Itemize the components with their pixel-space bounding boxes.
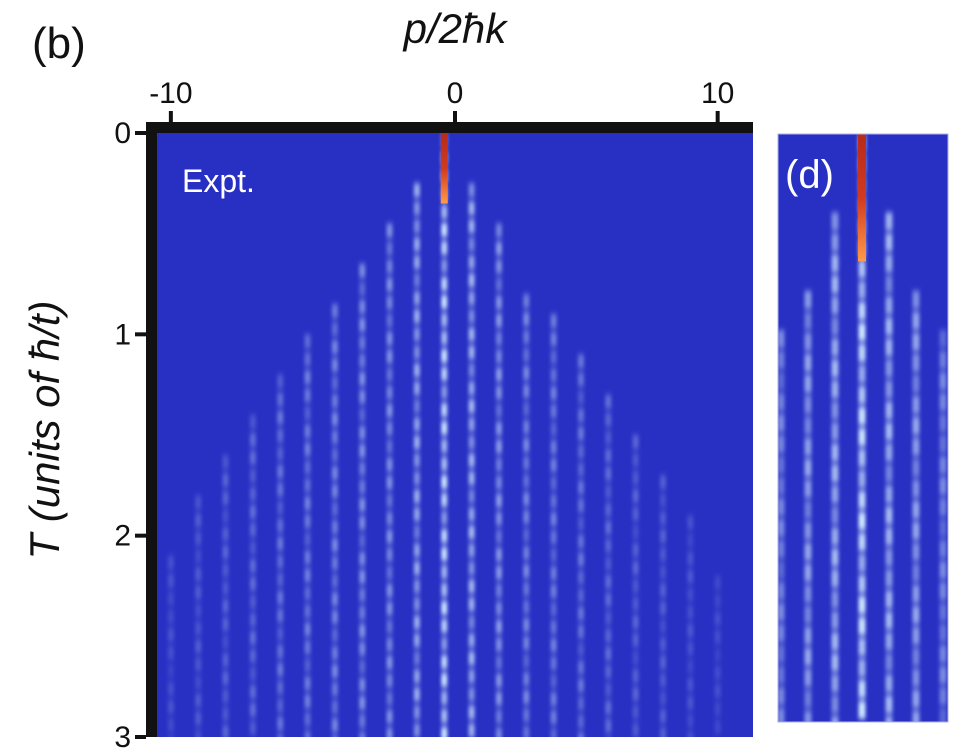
streak-p4 — [550, 314, 557, 737]
panel-d-label: (d) — [785, 153, 834, 197]
inset-streak-p-1 — [831, 212, 839, 722]
streak-p-10 — [167, 555, 174, 737]
streak-p8 — [659, 475, 666, 737]
streak-p7 — [632, 435, 639, 737]
expt-label: Expt. — [182, 163, 255, 199]
streak-p3 — [523, 294, 530, 737]
streak-p-4 — [331, 304, 338, 737]
inset-streak-p-3 — [778, 330, 785, 722]
streak-p6 — [605, 394, 612, 737]
x-tick-label: -10 — [149, 77, 192, 110]
y-axis-spine — [146, 122, 157, 737]
axes: -10 0 10 0 1 2 3 — [114, 77, 949, 750]
streak-p-9 — [195, 495, 202, 737]
streak-p-8 — [222, 455, 229, 737]
x-tick-label: 10 — [701, 77, 734, 110]
y-tick-label: 0 — [114, 117, 131, 150]
streak-p-2 — [386, 223, 393, 737]
inset-streak-p3 — [939, 330, 947, 722]
y-tick-label: 2 — [114, 520, 131, 553]
x-tick-label: 0 — [447, 77, 464, 110]
x-axis-spine — [146, 122, 753, 133]
inset-streak-p0 — [858, 134, 866, 719]
streak-p5 — [577, 354, 584, 737]
streak-p9 — [687, 515, 694, 737]
inset-streak-p1 — [885, 212, 893, 722]
y-tick-label: 1 — [114, 318, 131, 351]
streak-p1 — [468, 183, 475, 737]
x-axis-label: p/2ħk — [403, 5, 507, 52]
inset-streak-p2 — [912, 290, 920, 722]
inset-streak-p-2 — [804, 290, 812, 722]
inset-central-peak — [858, 134, 866, 262]
streak-p-3 — [359, 263, 366, 737]
inset-frame — [777, 133, 949, 723]
panel-b-label: (b) — [32, 19, 86, 68]
central-peak — [440, 133, 448, 204]
main-heatmap-background — [157, 133, 753, 737]
streak-p-5 — [304, 334, 311, 737]
inset-heatmap — [778, 134, 948, 722]
streak-p2 — [495, 223, 502, 737]
streak-p-1 — [413, 183, 420, 737]
streak-p-6 — [277, 374, 284, 737]
streak-p10 — [714, 575, 721, 734]
y-tick-label: 3 — [114, 721, 131, 750]
main-heatmap — [157, 133, 753, 737]
streak-p-7 — [249, 414, 256, 735]
